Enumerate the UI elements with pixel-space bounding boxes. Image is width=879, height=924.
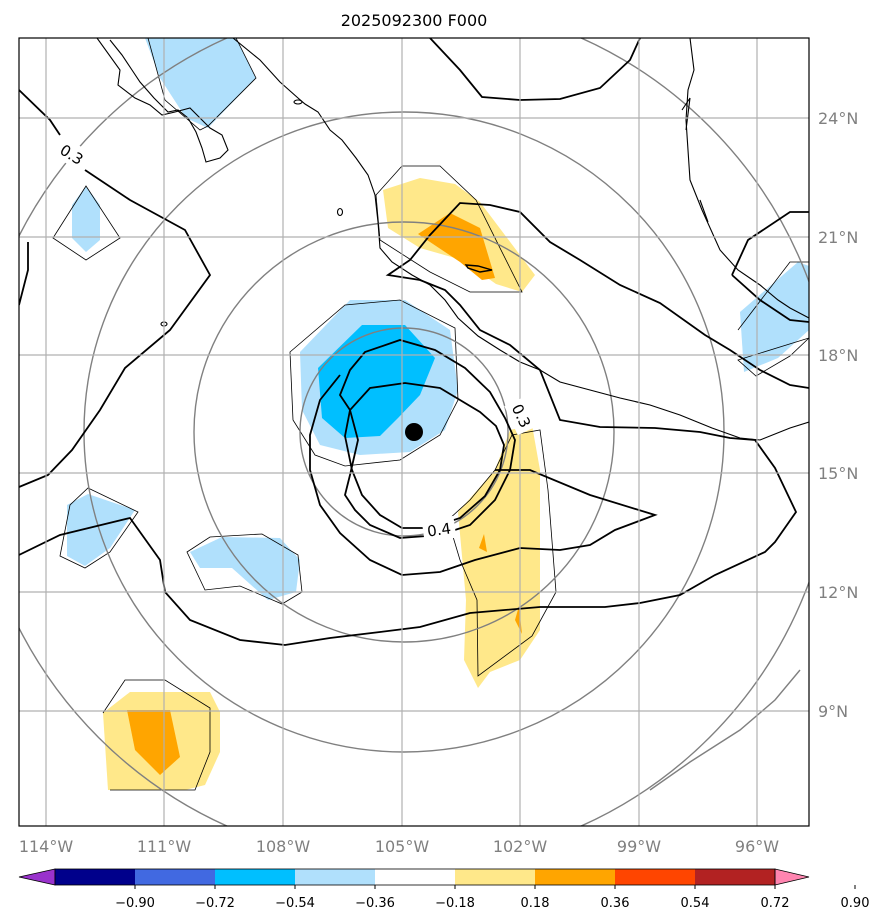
longitude-tick-label: 102°W [493,837,548,856]
mexico-east-coast [681,97,709,223]
map-area: 0.3 0.3 0.4 [19,38,809,826]
colorbar-segment [695,869,776,885]
shading-light-blue [67,494,135,566]
shading-light-yellow [458,425,540,688]
latitude-tick-label: 18°N [818,346,858,365]
coastlines [96,38,809,441]
latitude-tick-label: 9°N [818,702,848,721]
longitude-tick-label: 111°W [137,837,192,856]
map-title: 2025092300 F000 [341,11,488,30]
contour-03-west [19,89,212,488]
latitude-tick-label: 15°N [818,464,858,483]
colorbar-segment [55,869,136,885]
contour-03-inner [19,202,809,646]
colorbar: −0.90 −0.72 −0.54 −0.36 −0.18 0.18 0.36 0.54 0.7… [18,868,870,911]
colorbar-tick-label: 0.36 [601,896,630,911]
shading-light-blue [72,186,100,252]
colorbar-segment [375,869,456,885]
colorbar-tick-label: −0.72 [195,896,235,911]
colorbar-tick-label: 0.54 [681,896,710,911]
gulf-coast [685,38,809,319]
longitude-tick-label: 96°W [735,837,779,856]
shading-blue [318,325,435,438]
latitude-tick-label: 24°N [818,109,858,128]
colorbar-segment [215,869,296,885]
colorbar-tick-label: 0.18 [521,896,550,911]
latitude-tick-label: 21°N [818,228,858,247]
colorbar-segment [615,869,696,885]
thick-contours [19,38,809,646]
longitude-tick-label: 114°W [19,837,74,856]
colorbar-extend-high [774,868,810,886]
colorbar-extend-low [18,868,56,886]
longitude-axis: 114°W 111°W 108°W 105°W 102°W 99°W 96°W [19,837,779,856]
storm-center-marker [405,423,423,441]
shading-orange [127,710,180,775]
contour-labels: 0.3 0.3 0.4 [52,136,538,543]
contour-label: 0.4 [426,519,452,540]
latitude-axis: 24°N 21°N 18°N 15°N 12°N 9°N [818,109,858,721]
colorbar-segment [455,869,536,885]
colorbar-outline [54,868,776,886]
colorbar-segment [135,869,216,885]
mainland-coast [232,38,809,441]
map-frame [18,37,810,827]
colorbar-tick-label: 0.72 [761,896,790,911]
baja-coast [96,38,229,163]
gridlines [19,38,809,826]
shading-orange [418,213,495,280]
latitude-tick-label: 12°N [818,583,858,602]
colorbar-tick-label: −0.54 [275,896,315,911]
colorbar-tick-label: −0.18 [435,896,475,911]
colorbar-tick-label: 0.90 [841,896,870,911]
contour-04 [338,339,516,539]
longitude-tick-label: 99°W [617,837,661,856]
shaded-field [67,38,809,790]
longitude-tick-label: 105°W [375,837,430,856]
shading-light-blue [165,40,215,108]
colorbar-tick-label: −0.90 [115,896,155,911]
colorbar-segment [295,869,376,885]
colorbar-segment [535,869,616,885]
longitude-tick-label: 108°W [256,837,311,856]
colorbar-tick-label: −0.36 [355,896,395,911]
shading-orange [479,534,487,552]
